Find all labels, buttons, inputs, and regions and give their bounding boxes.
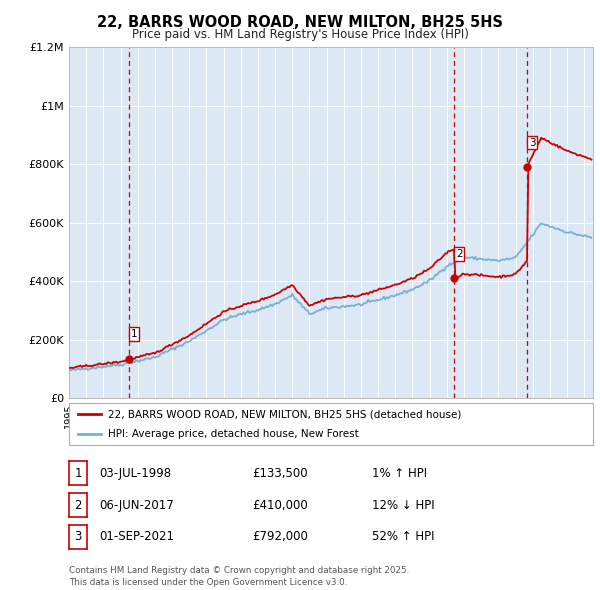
Text: 2: 2 xyxy=(456,250,463,259)
Text: 1: 1 xyxy=(74,467,82,480)
Text: £792,000: £792,000 xyxy=(252,530,308,543)
Text: £133,500: £133,500 xyxy=(252,467,308,480)
Text: 52% ↑ HPI: 52% ↑ HPI xyxy=(372,530,434,543)
Text: 01-SEP-2021: 01-SEP-2021 xyxy=(99,530,174,543)
Text: 22, BARRS WOOD ROAD, NEW MILTON, BH25 5HS (detached house): 22, BARRS WOOD ROAD, NEW MILTON, BH25 5H… xyxy=(108,409,461,419)
Text: 12% ↓ HPI: 12% ↓ HPI xyxy=(372,499,434,512)
Text: Contains HM Land Registry data © Crown copyright and database right 2025.
This d: Contains HM Land Registry data © Crown c… xyxy=(69,566,409,587)
Text: 2: 2 xyxy=(74,499,82,512)
Text: 1% ↑ HPI: 1% ↑ HPI xyxy=(372,467,427,480)
Text: 3: 3 xyxy=(74,530,82,543)
Text: 1: 1 xyxy=(131,329,137,339)
Text: Price paid vs. HM Land Registry's House Price Index (HPI): Price paid vs. HM Land Registry's House … xyxy=(131,28,469,41)
Text: £410,000: £410,000 xyxy=(252,499,308,512)
Text: 03-JUL-1998: 03-JUL-1998 xyxy=(99,467,171,480)
Text: 3: 3 xyxy=(529,137,535,148)
Text: 22, BARRS WOOD ROAD, NEW MILTON, BH25 5HS: 22, BARRS WOOD ROAD, NEW MILTON, BH25 5H… xyxy=(97,15,503,30)
Text: 06-JUN-2017: 06-JUN-2017 xyxy=(99,499,174,512)
Text: HPI: Average price, detached house, New Forest: HPI: Average price, detached house, New … xyxy=(108,429,359,439)
